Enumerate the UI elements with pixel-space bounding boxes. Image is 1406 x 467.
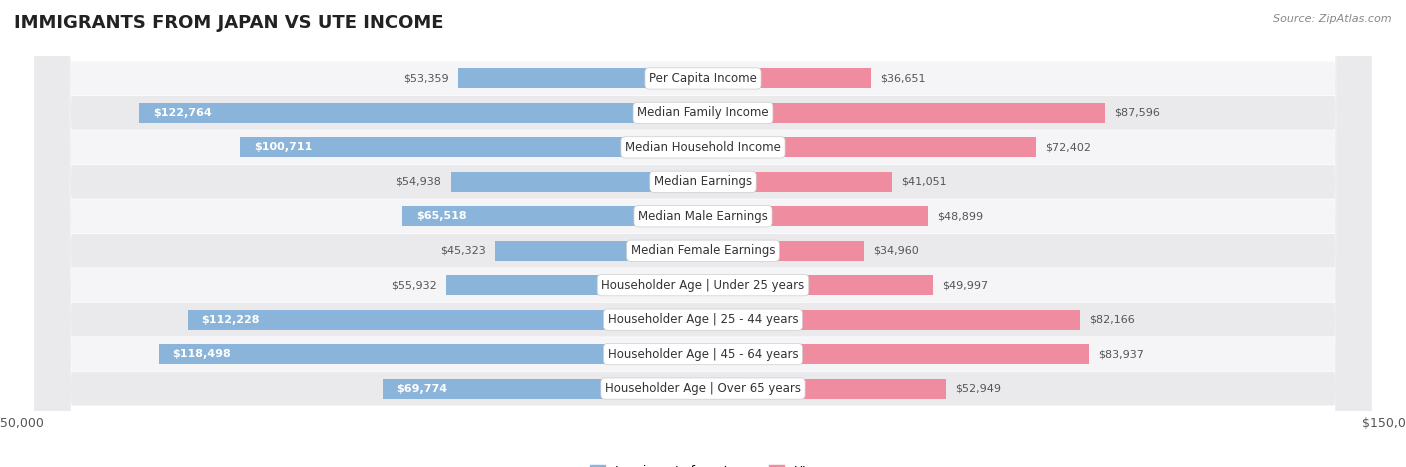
Text: $83,937: $83,937 — [1098, 349, 1143, 359]
Text: $100,711: $100,711 — [254, 142, 312, 152]
Text: $54,938: $54,938 — [395, 177, 441, 187]
Text: Per Capita Income: Per Capita Income — [650, 72, 756, 85]
Bar — [703, 172, 891, 192]
Text: Householder Age | 25 - 44 years: Householder Age | 25 - 44 years — [607, 313, 799, 326]
FancyBboxPatch shape — [35, 0, 1371, 467]
FancyBboxPatch shape — [35, 0, 1371, 467]
Text: $72,402: $72,402 — [1045, 142, 1091, 152]
Bar — [382, 379, 703, 398]
Text: $112,228: $112,228 — [201, 315, 260, 325]
Bar — [703, 69, 872, 88]
Text: $49,997: $49,997 — [942, 280, 988, 290]
Bar — [402, 206, 703, 226]
Bar — [703, 206, 928, 226]
Bar — [703, 137, 1036, 157]
FancyBboxPatch shape — [35, 0, 1371, 467]
FancyBboxPatch shape — [35, 0, 1371, 467]
Legend: Immigrants from Japan, Ute: Immigrants from Japan, Ute — [585, 460, 821, 467]
Text: $41,051: $41,051 — [901, 177, 946, 187]
Text: $45,323: $45,323 — [440, 246, 485, 256]
Bar — [240, 137, 703, 157]
Text: Householder Age | Under 25 years: Householder Age | Under 25 years — [602, 279, 804, 292]
Text: Median Household Income: Median Household Income — [626, 141, 780, 154]
Text: $122,764: $122,764 — [153, 108, 212, 118]
Text: $87,596: $87,596 — [1115, 108, 1160, 118]
FancyBboxPatch shape — [35, 0, 1371, 467]
Text: Householder Age | 45 - 64 years: Householder Age | 45 - 64 years — [607, 347, 799, 361]
Text: Median Earnings: Median Earnings — [654, 175, 752, 188]
Text: $55,932: $55,932 — [391, 280, 437, 290]
Bar — [187, 310, 703, 330]
Bar — [159, 344, 703, 364]
Text: $36,651: $36,651 — [880, 73, 927, 84]
Bar — [703, 379, 946, 398]
FancyBboxPatch shape — [35, 0, 1371, 467]
Bar — [703, 310, 1080, 330]
FancyBboxPatch shape — [35, 0, 1371, 467]
Text: $34,960: $34,960 — [873, 246, 918, 256]
Text: $52,949: $52,949 — [956, 383, 1001, 394]
Text: $82,166: $82,166 — [1090, 315, 1135, 325]
Bar — [703, 344, 1088, 364]
FancyBboxPatch shape — [35, 0, 1371, 467]
Text: $53,359: $53,359 — [404, 73, 449, 84]
Bar — [703, 103, 1105, 123]
Bar — [495, 241, 703, 261]
Bar — [446, 275, 703, 295]
Text: $65,518: $65,518 — [416, 211, 467, 221]
Text: $69,774: $69,774 — [396, 383, 447, 394]
Text: IMMIGRANTS FROM JAPAN VS UTE INCOME: IMMIGRANTS FROM JAPAN VS UTE INCOME — [14, 14, 443, 32]
Text: Source: ZipAtlas.com: Source: ZipAtlas.com — [1274, 14, 1392, 24]
Bar — [703, 241, 863, 261]
Bar — [139, 103, 703, 123]
Text: Median Female Earnings: Median Female Earnings — [631, 244, 775, 257]
Text: Median Family Income: Median Family Income — [637, 106, 769, 120]
Bar — [451, 172, 703, 192]
Text: Median Male Earnings: Median Male Earnings — [638, 210, 768, 223]
Bar — [703, 275, 932, 295]
Bar — [458, 69, 703, 88]
FancyBboxPatch shape — [35, 0, 1371, 467]
Text: $118,498: $118,498 — [173, 349, 231, 359]
Text: Householder Age | Over 65 years: Householder Age | Over 65 years — [605, 382, 801, 395]
FancyBboxPatch shape — [35, 0, 1371, 467]
Text: $48,899: $48,899 — [936, 211, 983, 221]
